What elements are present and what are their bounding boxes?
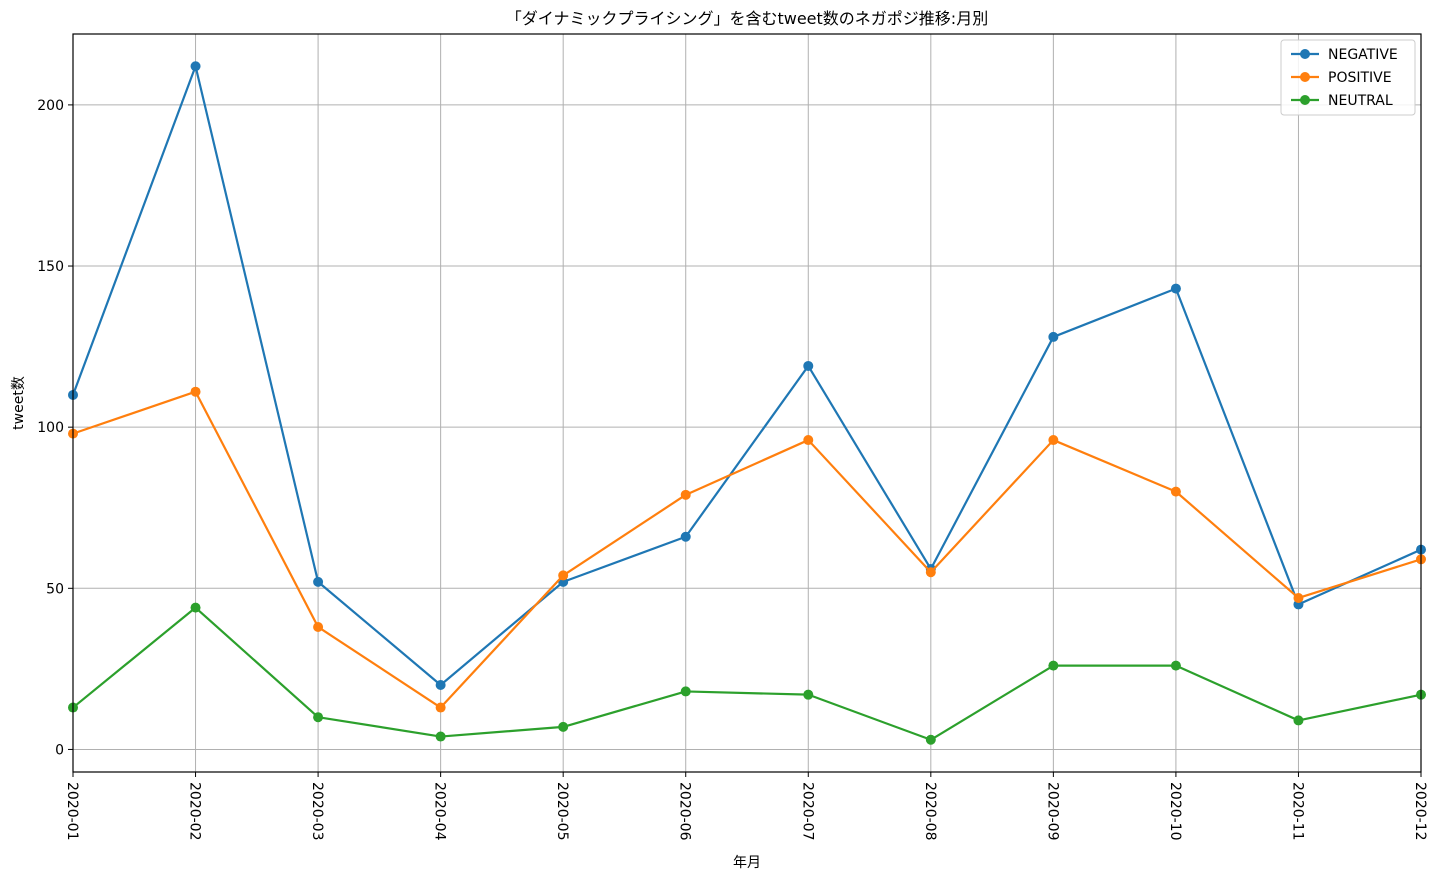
data-point (1293, 592, 1304, 603)
data-point (435, 731, 446, 742)
data-point (313, 621, 324, 632)
data-point (558, 570, 569, 581)
data-point (680, 686, 691, 697)
data-point (313, 712, 324, 723)
legend-marker (1300, 95, 1310, 105)
legend-marker (1300, 72, 1310, 82)
y-tick-label: 200 (37, 98, 64, 114)
x-axis-label: 年月 (733, 855, 761, 871)
series-positive (68, 386, 1426, 713)
data-point (190, 602, 201, 613)
data-point (680, 489, 691, 500)
data-point (1170, 283, 1181, 294)
x-tick-label: 2020-09 (1044, 782, 1060, 841)
data-point (680, 531, 691, 542)
legend-label: NEGATIVE (1328, 47, 1398, 63)
y-tick-label: 100 (37, 420, 64, 436)
data-point (313, 576, 324, 587)
x-tick-label: 2020-06 (677, 782, 693, 841)
data-point (1048, 435, 1059, 446)
data-point (190, 61, 201, 72)
legend-label: POSITIVE (1328, 70, 1392, 86)
series-negative (68, 61, 1426, 690)
x-tick-label: 2020-12 (1412, 782, 1428, 841)
y-tick-label: 0 (55, 742, 64, 758)
data-point (803, 689, 814, 700)
x-axis-ticks: 2020-01 2020-02 2020-03 2020-04 2020-05 2020-… (64, 772, 1428, 841)
y-tick-label: 50 (46, 581, 64, 597)
data-point (1170, 660, 1181, 671)
x-tick-label: 2020-03 (309, 782, 325, 841)
data-point (435, 702, 446, 713)
data-point (1048, 331, 1059, 342)
data-point (435, 679, 446, 690)
x-tick-label: 2020-07 (799, 782, 815, 841)
data-point (190, 386, 201, 397)
series-line-negative (71, 65, 1422, 687)
x-tick-label: 2020-08 (922, 782, 938, 841)
data-point (925, 734, 936, 745)
series-layer (68, 61, 1426, 745)
legend-box (1280, 39, 1416, 116)
data-point (1048, 660, 1059, 671)
series-line-positive (72, 390, 1422, 709)
x-tick-label: 2020-02 (187, 782, 203, 841)
x-tick-label: 2020-05 (554, 782, 570, 841)
x-tick-label: 2020-04 (432, 782, 448, 841)
series-line-neutral (72, 606, 1422, 741)
legend-marker (1300, 49, 1310, 59)
data-point (1170, 486, 1181, 497)
data-point (1293, 715, 1304, 726)
plot-frame (72, 33, 1422, 773)
x-tick-label: 2020-01 (64, 782, 80, 841)
x-tick-label: 2020-11 (1289, 782, 1305, 841)
chart-title: 「ダイナミックプライシング」を含むtweet数のネガポジ推移:月別 (506, 9, 988, 28)
data-point (925, 567, 936, 578)
y-axis-ticks: 0 50 100 150 200 (37, 98, 73, 758)
series-neutral (68, 602, 1426, 745)
legend-label: NEUTRAL (1328, 93, 1393, 109)
y-axis-label: tweet数 (11, 376, 27, 430)
legend: NEGATIVE POSITIVE NEUTRAL (1280, 39, 1416, 116)
data-point (803, 435, 814, 446)
data-point (803, 360, 814, 371)
y-tick-label: 150 (37, 259, 64, 275)
x-tick-label: 2020-10 (1167, 782, 1183, 841)
data-point (558, 721, 569, 732)
